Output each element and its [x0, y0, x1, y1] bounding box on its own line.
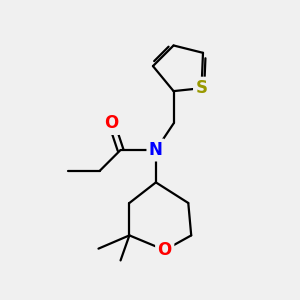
Text: O: O	[158, 241, 172, 259]
Text: N: N	[149, 141, 163, 159]
Text: O: O	[105, 115, 119, 133]
Text: S: S	[196, 79, 208, 97]
